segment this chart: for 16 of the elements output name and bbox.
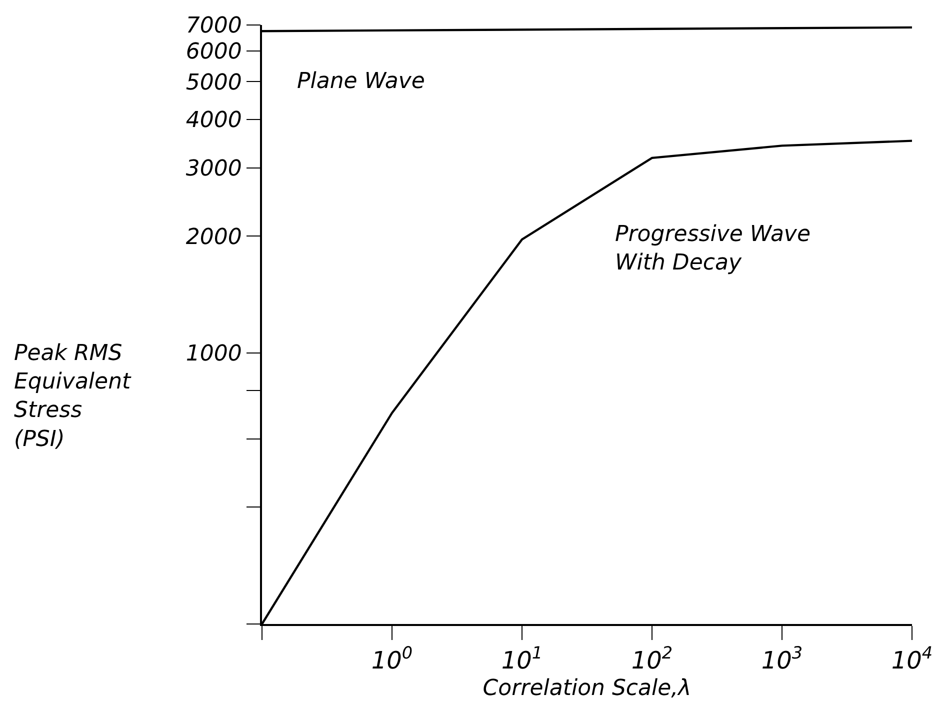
x-tick-label: 10$^{0}$ [371, 642, 413, 675]
series-label: Plane Wave [297, 69, 425, 94]
x-tick-label: 10$^{4}$ [891, 642, 933, 675]
y-tick-label: 2000 [186, 224, 242, 250]
y-tick-label: 6000 [186, 40, 242, 65]
y-axis-title: Peak RMS Equivalent Stress (PSI) [14, 341, 132, 452]
x-tick-label: 10$^{1}$ [501, 642, 543, 675]
y-tick-label: 1000 [186, 342, 242, 367]
y-tick-label: 7000 [186, 14, 242, 39]
y-tick-label: 4000 [186, 108, 242, 133]
y-tick-label: 5000 [186, 70, 242, 96]
x-tick-label: 10$^{3}$ [761, 642, 803, 675]
x-axis-title: Correlation Scale,λ [482, 676, 692, 701]
y-tick-label: 3000 [186, 156, 242, 182]
x-tick-label: 10$^{2}$ [631, 642, 673, 675]
series-label: Progressive Wave With Decay [615, 222, 810, 276]
